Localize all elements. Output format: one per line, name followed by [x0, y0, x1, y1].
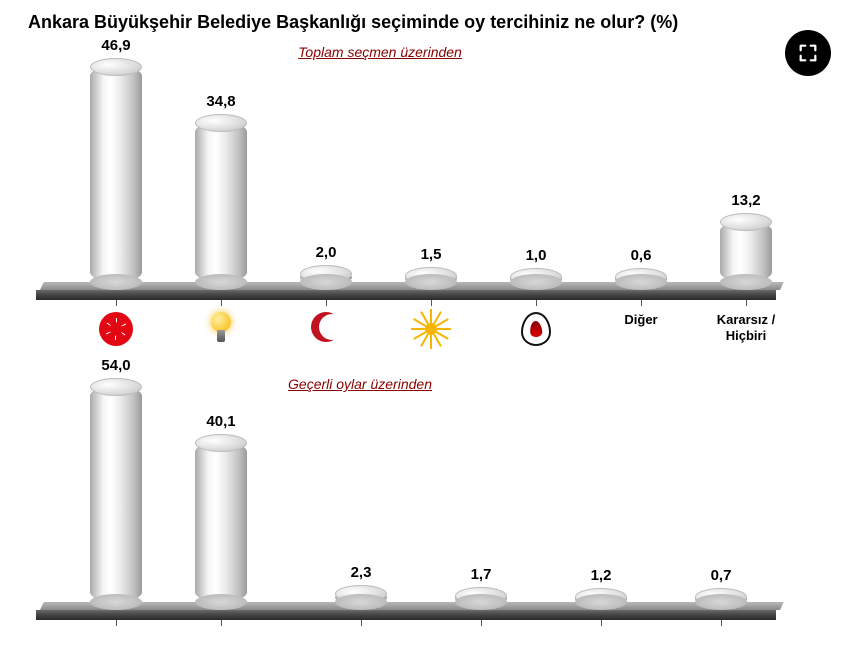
bar-value-label: 46,9: [66, 37, 166, 54]
chart-valid-votes: 54,0 40,1 2,3 1,7 1,2 0,7: [40, 370, 780, 620]
bar-value-label: 40,1: [171, 413, 271, 430]
bar-other: 0,6: [615, 40, 667, 300]
bar-value-label: 1,7: [431, 566, 531, 583]
category-label-undec: Kararsız / Hiçbiri: [701, 312, 791, 343]
category-icon-sun: [386, 312, 476, 346]
bar-value-label: 0,7: [671, 567, 771, 584]
chart-total-voters: 46,9 34,8 2,0 1,5 1,0 0,6 13,2: [40, 40, 780, 300]
bar-yrp: 2,3: [335, 370, 387, 620]
category-label-other: Diğer: [596, 312, 686, 328]
bar-value-label: 0,6: [591, 247, 691, 264]
category-icon-akp: [176, 312, 266, 332]
bar-other: 0,7: [695, 370, 747, 620]
axis: [40, 602, 780, 620]
bar-value-label: 1,2: [551, 567, 651, 584]
bar-chp: 46,9: [90, 40, 142, 300]
bar-value-label: 2,3: [311, 564, 411, 581]
bar-yrp: 2,0: [300, 40, 352, 300]
bar-flame: 1,0: [510, 40, 562, 300]
sun-icon: [414, 312, 448, 346]
category-icon-flame: [491, 312, 581, 346]
bar-value-label: 2,0: [276, 244, 376, 261]
bar-sun: 1,7: [455, 370, 507, 620]
bar-value-label: 54,0: [66, 357, 166, 374]
bar-value-label: 1,5: [381, 246, 481, 263]
bar-undec: 13,2: [720, 40, 772, 300]
category-icon-yrp: [281, 312, 371, 342]
expand-icon: [797, 42, 819, 64]
flame-icon: [521, 312, 551, 346]
page-title: Ankara Büyükşehir Belediye Başkanlığı se…: [0, 0, 861, 33]
bar-chp: 54,0: [90, 370, 142, 620]
chp-logo-icon: [99, 312, 133, 346]
bar-value-label: 34,8: [171, 93, 271, 110]
bar-akp: 34,8: [195, 40, 247, 300]
category-icon-chp: [71, 312, 161, 346]
bar-akp: 40,1: [195, 370, 247, 620]
expand-button[interactable]: [785, 30, 831, 76]
bar-sun: 1,5: [405, 40, 457, 300]
bar-value-label: 13,2: [696, 192, 796, 209]
bar-value-label: 1,0: [486, 247, 586, 264]
crescent-icon: [311, 312, 341, 342]
bar-flame: 1,2: [575, 370, 627, 620]
lightbulb-icon: [211, 312, 231, 332]
